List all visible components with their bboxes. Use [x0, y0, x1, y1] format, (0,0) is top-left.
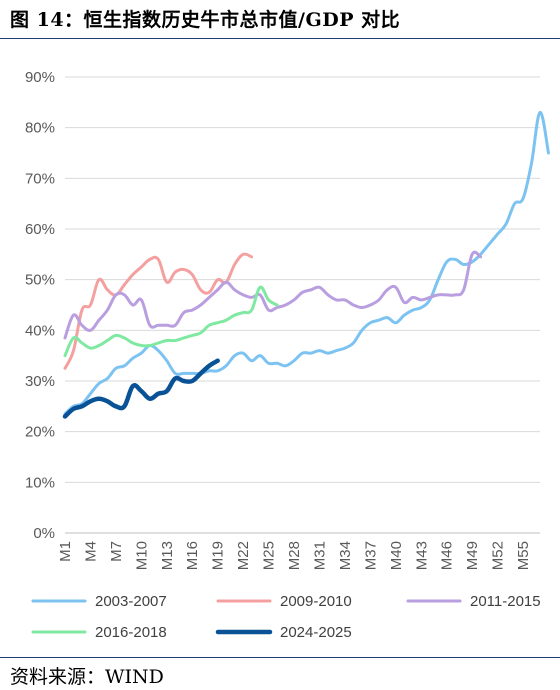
y-tick-label: 20%	[25, 424, 55, 441]
x-tick-label: M13	[159, 541, 176, 570]
y-tick-label: 90%	[25, 69, 55, 86]
series-line-2011-2015	[63, 250, 483, 340]
chart-series	[62, 110, 550, 419]
legend-label: 2003-2007	[95, 593, 167, 610]
x-axis-labels: M1 M4 M7 M10 M13 M16 M19 M22 M25 M28 M31 M34 M37 M40 M…	[57, 541, 532, 570]
x-tick-label: M25	[261, 541, 278, 570]
y-tick-label: 60%	[25, 221, 55, 238]
y-tick-label: 70%	[25, 170, 55, 187]
series-line-2003-2007	[63, 110, 550, 416]
y-tick-label: 50%	[25, 272, 55, 289]
x-tick-label: M1	[57, 541, 74, 562]
x-tick-label: M16	[184, 541, 201, 570]
x-tick-label: M31	[311, 541, 328, 570]
x-tick-label: M19	[210, 541, 227, 570]
title-rule	[0, 38, 560, 39]
series-line-2009-2010	[63, 252, 254, 370]
series-line-2024-2025	[62, 358, 220, 419]
legend-label: 2009-2010	[280, 593, 352, 610]
legend-label: 2011-2015	[470, 593, 541, 610]
x-tick-label: M49	[464, 541, 481, 570]
source-rule	[0, 657, 560, 658]
legend-label: 2024-2025	[280, 624, 352, 641]
chart-gridlines	[65, 76, 540, 534]
x-tick-label: M46	[439, 541, 456, 570]
source-note: 资料来源：WIND	[10, 666, 164, 688]
x-tick-label: M37	[362, 541, 379, 570]
line-chart: 0%10%20%30%40%50%60%70%80%90% M1 M4 M7 M10 M…	[25, 69, 550, 641]
legend-label: 2016-2018	[95, 624, 167, 641]
y-axis-labels: 0% 10% 20% 30% 40% 50% 60% 70% 80% 90%	[25, 69, 55, 542]
x-tick-label: M28	[286, 541, 303, 570]
figure-title: 图 14：恒生指数历史牛市总市值/GDP 对比	[10, 9, 401, 31]
x-tick-label: M4	[82, 541, 99, 562]
x-tick-label: M40	[388, 541, 405, 570]
x-tick-label: M22	[235, 541, 252, 570]
y-tick-label: 80%	[25, 120, 55, 137]
y-tick-label: 30%	[25, 373, 55, 390]
x-tick-label: M10	[133, 541, 150, 570]
chart-legend: 2003-2007 2009-2010 2011-2015 2016-2018 2024…	[31, 593, 541, 641]
x-tick-label: M52	[490, 541, 507, 570]
x-tick-label: M34	[337, 541, 354, 570]
y-tick-label: 10%	[25, 474, 55, 491]
x-tick-label: M55	[515, 541, 532, 570]
x-tick-label: M43	[413, 541, 430, 570]
x-tick-label: M7	[108, 541, 125, 562]
y-tick-label: 0%	[33, 525, 55, 542]
series-line-2016-2018	[63, 285, 279, 358]
y-tick-label: 40%	[25, 322, 55, 339]
